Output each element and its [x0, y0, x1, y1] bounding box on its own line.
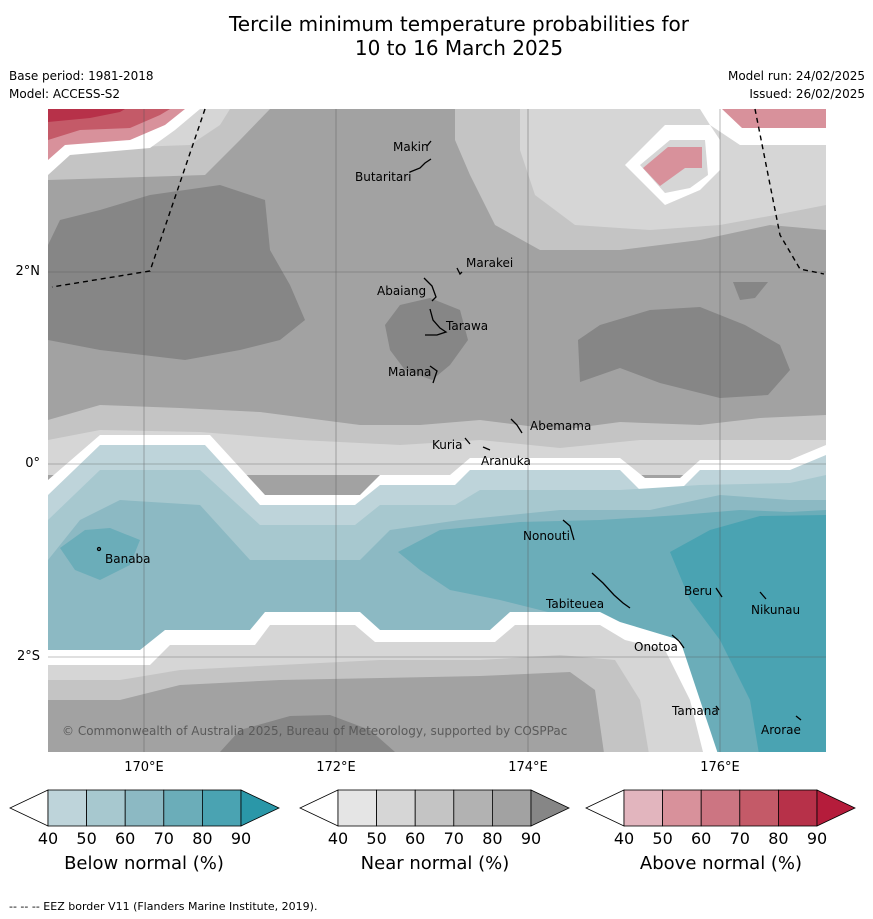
colorbar-below-tick-80: 80: [192, 829, 213, 848]
above-normal-50-northeast-top: [722, 109, 826, 128]
model-name: Model: ACCESS-S2: [9, 87, 121, 101]
title-line-2: 10 to 16 March 2025: [354, 36, 564, 60]
lat-label-2s: 2°S: [16, 649, 40, 664]
colorbar-near-tick-80: 80: [482, 829, 503, 848]
copyright-notice: © Commonwealth of Australia 2025, Bureau…: [62, 724, 568, 738]
above-normal-50-northeast: [643, 147, 702, 186]
meta-right: Model run: 24/02/2025 Issued: 26/02/2025: [728, 67, 865, 103]
colorbar-below-tick-90: 90: [230, 829, 252, 848]
lat-label-2n: 2°N: [15, 264, 41, 279]
place-label-tabiteuea: Tabiteuea: [545, 597, 604, 611]
title-line-1: Tercile minimum temperature probabilitie…: [228, 12, 690, 36]
place-label-aranuka: Aranuka: [481, 454, 531, 468]
near-normal-90-small-east: [733, 282, 768, 300]
lon-label-172: 172°E: [316, 760, 356, 775]
colorbar-below-tick-60: 60: [115, 829, 136, 848]
place-label-makin: Makin: [393, 140, 429, 154]
place-label-arorae: Arorae: [761, 723, 801, 737]
colorbar-near-label: Near normal (%): [360, 853, 510, 874]
colorbar-above-tick-40: 40: [613, 829, 635, 848]
map-area: [48, 109, 826, 752]
base-period: Base period: 1981-2018: [9, 69, 154, 83]
near-normal-90-tarawa: [385, 298, 468, 380]
place-label-butaritari: Butaritari: [355, 170, 412, 184]
near-normal-80-south: [48, 672, 604, 752]
colorbar-below-tick-70: 70: [153, 829, 174, 848]
colorbar-near-tick-60: 60: [405, 829, 426, 848]
chart-title: Tercile minimum temperature probabilitie…: [0, 12, 873, 60]
colorbar-below: [9, 789, 280, 827]
colorbar-below-tick-40: 40: [37, 829, 59, 848]
colorbar-above-tick-60: 60: [691, 829, 712, 848]
place-label-nonouti: Nonouti: [523, 529, 570, 543]
below-normal-70-banaba: [60, 528, 140, 580]
colorbar-near-tick-90: 90: [520, 829, 542, 848]
colorbar-below-label: Below normal (%): [64, 853, 224, 874]
issued-date: Issued: 26/02/2025: [749, 87, 865, 101]
above-normal-80-northwest: [48, 109, 125, 122]
colorbar-near-tick-40: 40: [327, 829, 349, 848]
lon-label-174: 174°E: [508, 760, 548, 775]
place-label-onotoa: Onotoa: [634, 640, 678, 654]
meta-left: Base period: 1981-2018 Model: ACCESS-S2: [9, 67, 154, 103]
colorbar-above: [585, 789, 856, 827]
model-run: Model run: 24/02/2025: [727, 69, 865, 83]
colorbar-near-tick-70: 70: [443, 829, 464, 848]
eez-footnote: -- -- -- EEZ border V11 (Flanders Marine…: [9, 900, 318, 913]
below-normal-80: [670, 515, 826, 752]
lon-label-170: 170°E: [124, 760, 164, 775]
near-normal-90-east: [578, 307, 790, 398]
colorbar-near-tick-50: 50: [366, 829, 387, 848]
place-label-marakei: Marakei: [466, 256, 513, 270]
place-label-nikunau: Nikunau: [751, 603, 800, 617]
lon-label-176: 176°E: [700, 760, 740, 775]
place-label-banaba: Banaba: [105, 552, 151, 566]
near-normal-90-west: [48, 185, 305, 360]
colorbar-near: [299, 789, 570, 827]
place-label-abaiang: Abaiang: [377, 284, 426, 298]
near-normal-90-south: [220, 715, 395, 752]
island-outlines: [96, 140, 802, 721]
colorbar-above-tick-90: 90: [806, 829, 828, 848]
place-label-abemama: Abemama: [530, 419, 591, 433]
lat-label-0: 0°: [25, 456, 40, 471]
colorbar-above-tick-80: 80: [768, 829, 789, 848]
place-label-tarawa: Tarawa: [445, 319, 488, 333]
place-label-kuria: Kuria: [432, 438, 463, 452]
colorbar-below-tick-50: 50: [76, 829, 97, 848]
place-label-beru: Beru: [684, 584, 712, 598]
place-labels: Makin Butaritari Marakei Abaiang Tarawa …: [105, 140, 801, 737]
grid-lines: [48, 109, 826, 752]
colorbar-above-label: Above normal (%): [639, 853, 803, 874]
colorbar-above-tick-70: 70: [729, 829, 750, 848]
place-label-maiana: Maiana: [388, 365, 431, 379]
eez-border: [51, 108, 825, 288]
colorbar-above-tick-50: 50: [652, 829, 673, 848]
place-label-tamana: Tamana: [671, 704, 719, 718]
